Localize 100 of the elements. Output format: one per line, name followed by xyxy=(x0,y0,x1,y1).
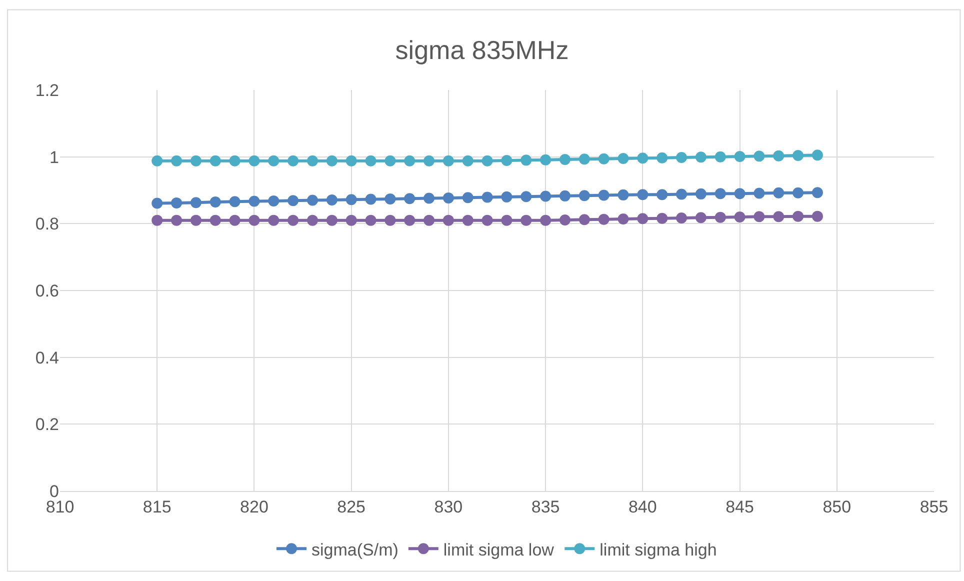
point xyxy=(365,214,376,226)
point xyxy=(695,212,706,224)
point xyxy=(248,214,260,226)
point xyxy=(210,214,221,226)
point xyxy=(229,214,240,226)
point xyxy=(171,214,182,226)
x-tick-label: 845 xyxy=(726,497,754,516)
y-tick-label: 0.8 xyxy=(35,214,59,234)
point xyxy=(578,190,590,202)
x-tick-label: 855 xyxy=(920,497,948,516)
point xyxy=(190,214,202,226)
point xyxy=(540,190,552,202)
point xyxy=(754,150,765,162)
legend-label: limit sigma low xyxy=(443,540,555,560)
point xyxy=(734,188,746,200)
y-tick-label: 0.2 xyxy=(35,415,59,434)
point xyxy=(714,212,726,223)
point xyxy=(210,196,221,208)
point xyxy=(754,188,765,199)
point xyxy=(812,187,823,198)
point xyxy=(792,210,804,222)
point xyxy=(482,214,493,226)
x-tick-label: 815 xyxy=(142,497,172,516)
point xyxy=(754,211,765,222)
point xyxy=(462,214,474,226)
point xyxy=(618,213,629,224)
point xyxy=(792,150,804,161)
point xyxy=(482,155,493,166)
point xyxy=(365,194,376,205)
point xyxy=(190,197,202,208)
point xyxy=(520,191,532,202)
point xyxy=(714,151,726,162)
point xyxy=(695,152,706,163)
point xyxy=(424,155,435,166)
point xyxy=(656,189,668,200)
point xyxy=(656,212,668,224)
point xyxy=(695,188,706,200)
point xyxy=(346,155,357,166)
point xyxy=(482,192,493,203)
y-tick-label: 1.2 xyxy=(35,80,59,100)
point xyxy=(424,192,435,204)
point xyxy=(773,211,784,222)
point xyxy=(598,153,610,164)
point xyxy=(812,150,823,161)
x-tick-label: 850 xyxy=(822,497,852,516)
point xyxy=(152,214,163,226)
point xyxy=(171,155,182,166)
point xyxy=(306,214,318,226)
x-tick-label: 820 xyxy=(240,497,268,516)
point xyxy=(578,154,590,165)
point xyxy=(442,155,454,166)
point xyxy=(346,194,357,206)
point xyxy=(676,152,688,163)
point xyxy=(714,188,726,200)
legend-label: limit sigma high xyxy=(600,540,717,560)
point xyxy=(152,198,163,209)
point xyxy=(637,152,648,164)
x-tick-label: 830 xyxy=(434,497,463,516)
point xyxy=(540,154,552,166)
y-tick-label: 0.4 xyxy=(35,348,59,368)
point xyxy=(637,189,648,200)
point xyxy=(598,214,610,225)
point xyxy=(326,155,338,166)
legend-label: sigma(S/m) xyxy=(312,540,398,560)
point xyxy=(812,210,823,222)
point xyxy=(656,152,668,164)
point xyxy=(501,191,512,202)
point xyxy=(501,155,512,166)
point xyxy=(326,194,338,206)
point xyxy=(404,193,416,204)
point xyxy=(288,214,299,226)
point xyxy=(618,189,629,200)
point xyxy=(773,187,784,198)
point xyxy=(424,214,435,226)
point xyxy=(152,155,163,166)
point xyxy=(306,155,318,166)
point xyxy=(268,214,280,226)
point xyxy=(404,155,416,166)
point xyxy=(229,155,240,166)
point xyxy=(676,212,688,224)
point xyxy=(462,155,474,166)
point xyxy=(540,214,552,226)
point xyxy=(384,155,396,166)
x-tick-label: 825 xyxy=(337,497,366,516)
y-tick-label: 1 xyxy=(50,148,59,167)
point xyxy=(442,214,454,226)
point xyxy=(559,214,570,226)
point xyxy=(637,213,648,224)
point xyxy=(792,187,804,198)
chart-title: sigma 835MHz xyxy=(395,34,569,65)
point xyxy=(384,214,396,226)
point xyxy=(210,155,221,166)
point xyxy=(676,188,688,200)
point xyxy=(326,214,338,226)
point xyxy=(346,214,357,226)
point xyxy=(288,195,299,206)
point xyxy=(520,154,532,166)
point xyxy=(171,197,182,208)
point xyxy=(618,153,629,164)
point xyxy=(559,154,570,166)
